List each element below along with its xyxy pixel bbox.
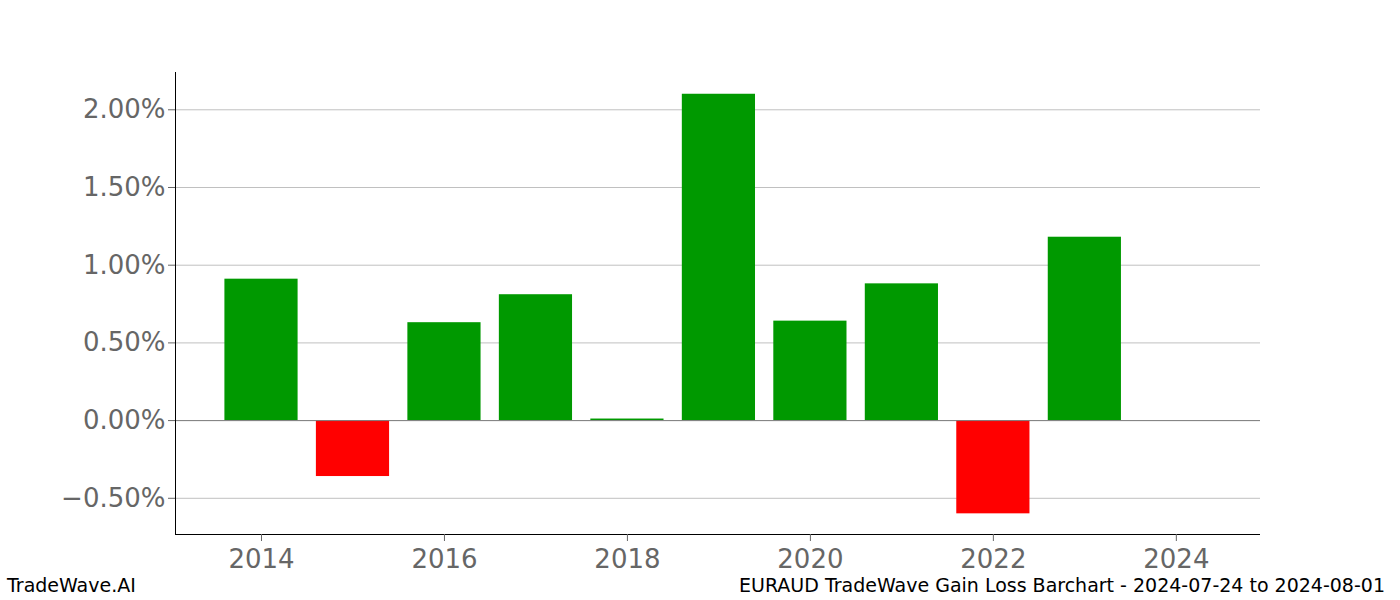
svg-text:2014: 2014 xyxy=(228,544,294,570)
svg-text:1.50%: 1.50% xyxy=(83,172,166,202)
svg-text:2020: 2020 xyxy=(777,544,843,570)
svg-text:2.00%: 2.00% xyxy=(83,94,166,124)
svg-text:2018: 2018 xyxy=(594,544,660,570)
svg-text:2024: 2024 xyxy=(1143,544,1209,570)
svg-text:2022: 2022 xyxy=(960,544,1026,570)
html-text:EURAUD TradeWave Gain Loss Bar: EURAUD TradeWave Gain Loss Barchart - 20… xyxy=(739,574,1385,596)
svg-text:0.50%: 0.50% xyxy=(83,327,166,357)
svg-text:0.00%: 0.00% xyxy=(83,405,166,435)
svg-text:2016: 2016 xyxy=(411,544,477,570)
html-text:TradeWave.AI: TradeWave.AI xyxy=(7,574,136,596)
svg-text:1.00%: 1.00% xyxy=(83,250,166,280)
svg-text:−0.50%: −0.50% xyxy=(61,483,165,513)
